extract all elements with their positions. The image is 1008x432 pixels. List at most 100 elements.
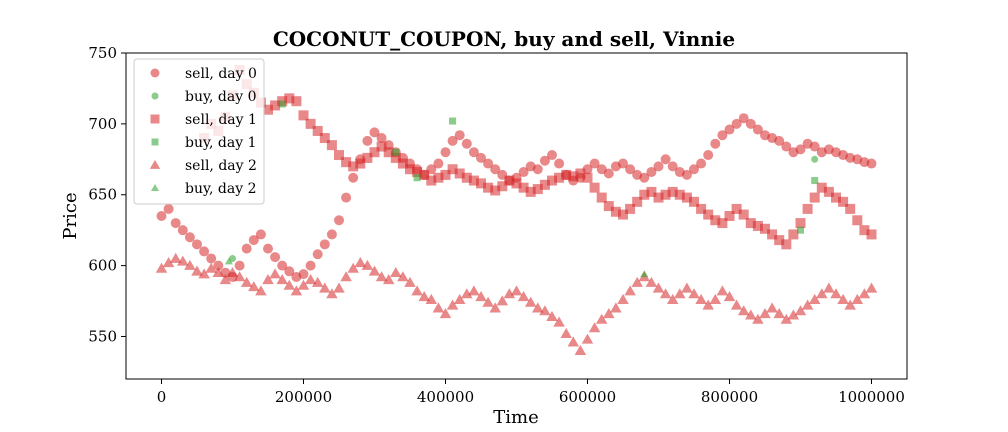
data-point-4 — [311, 276, 324, 287]
data-point-2 — [589, 182, 600, 193]
data-point-3 — [392, 148, 400, 156]
legend-marker-0 — [150, 68, 160, 78]
data-point-0 — [468, 147, 479, 158]
data-point-4 — [439, 308, 452, 319]
data-point-0 — [547, 150, 557, 161]
data-point-2 — [383, 147, 394, 158]
x-tick-label: 400000 — [417, 388, 474, 406]
data-point-4 — [418, 291, 430, 302]
data-point-4 — [745, 309, 757, 320]
data-point-2 — [674, 189, 685, 200]
data-point-0 — [461, 138, 472, 149]
data-point-4 — [851, 293, 864, 304]
data-point-4 — [681, 282, 693, 293]
data-point-5 — [224, 257, 233, 265]
data-point-2 — [270, 100, 281, 111]
data-point-2 — [618, 209, 628, 220]
data-point-2 — [795, 218, 806, 229]
y-axis: 550 600 650 700 750 — [88, 44, 126, 345]
data-point-4 — [652, 282, 665, 293]
data-point-0 — [809, 141, 820, 152]
x-tick-label: 800000 — [701, 388, 758, 406]
data-point-2 — [483, 182, 494, 193]
data-point-3 — [449, 117, 457, 125]
data-point-0 — [618, 158, 628, 169]
data-point-2 — [760, 223, 770, 234]
data-point-4 — [262, 274, 274, 285]
y-axis-label: Price — [60, 192, 81, 239]
data-point-4 — [624, 285, 636, 296]
data-point-0 — [248, 235, 259, 246]
data-point-2 — [639, 189, 650, 200]
data-point-0 — [206, 253, 217, 264]
data-point-2 — [341, 157, 352, 168]
data-point-4 — [759, 308, 771, 319]
data-point-4 — [461, 288, 473, 299]
y-tick-label: 650 — [88, 186, 117, 204]
data-point-4 — [468, 285, 480, 296]
data-point-4 — [603, 308, 615, 319]
x-tick-label: 600000 — [559, 388, 616, 406]
data-point-2 — [646, 186, 657, 197]
data-point-2 — [348, 161, 359, 172]
data-point-4 — [375, 271, 388, 282]
data-point-2 — [831, 192, 841, 203]
data-point-0 — [305, 260, 316, 271]
data-point-4 — [205, 262, 217, 273]
data-point-4 — [411, 285, 423, 296]
data-point-4 — [816, 288, 828, 299]
data-point-0 — [334, 215, 344, 226]
data-point-0 — [170, 218, 181, 229]
data-point-4 — [830, 288, 842, 299]
data-point-4 — [269, 268, 281, 279]
data-point-4 — [610, 302, 622, 313]
data-point-4 — [546, 310, 558, 321]
data-point-4 — [212, 266, 225, 278]
data-point-2 — [717, 218, 728, 229]
data-point-2 — [610, 206, 621, 217]
data-point-2 — [809, 192, 820, 203]
data-point-0 — [589, 158, 600, 169]
data-point-0 — [781, 141, 792, 152]
data-point-0 — [476, 152, 486, 163]
data-point-2 — [461, 172, 472, 183]
data-point-2 — [603, 201, 614, 212]
data-point-4 — [361, 259, 374, 270]
data-point-2 — [816, 182, 827, 193]
data-point-0 — [490, 164, 501, 175]
data-point-0 — [192, 239, 202, 250]
legend-box — [133, 58, 265, 205]
data-point-4 — [858, 288, 871, 299]
data-point-0 — [795, 144, 806, 155]
plot-frame — [125, 52, 908, 380]
x-tick-label: 200000 — [275, 388, 332, 406]
plot-points — [155, 65, 878, 355]
legend-label: sell, day 1 — [185, 112, 257, 128]
data-point-2 — [433, 172, 444, 183]
data-point-0 — [539, 155, 550, 166]
data-point-4 — [752, 313, 764, 324]
data-point-4 — [560, 327, 572, 338]
data-point-2 — [539, 179, 550, 190]
data-point-3 — [811, 177, 819, 185]
data-point-2 — [561, 169, 572, 180]
data-point-2 — [284, 93, 295, 104]
data-point-4 — [524, 296, 537, 307]
data-point-4 — [567, 336, 580, 347]
data-point-2 — [752, 220, 763, 231]
data-point-2 — [596, 192, 607, 203]
data-point-4 — [617, 293, 629, 304]
data-point-2 — [319, 133, 330, 144]
data-point-3 — [278, 100, 286, 108]
data-point-0 — [625, 164, 636, 175]
data-point-0 — [348, 172, 359, 183]
legend-marker-4 — [149, 159, 161, 169]
data-point-0 — [440, 147, 451, 158]
data-point-0 — [603, 168, 614, 179]
data-point-4 — [390, 266, 402, 278]
data-point-2 — [774, 235, 785, 246]
data-point-4 — [240, 276, 253, 287]
data-point-0 — [703, 150, 714, 161]
data-point-4 — [588, 322, 601, 333]
data-point-2 — [518, 182, 529, 193]
